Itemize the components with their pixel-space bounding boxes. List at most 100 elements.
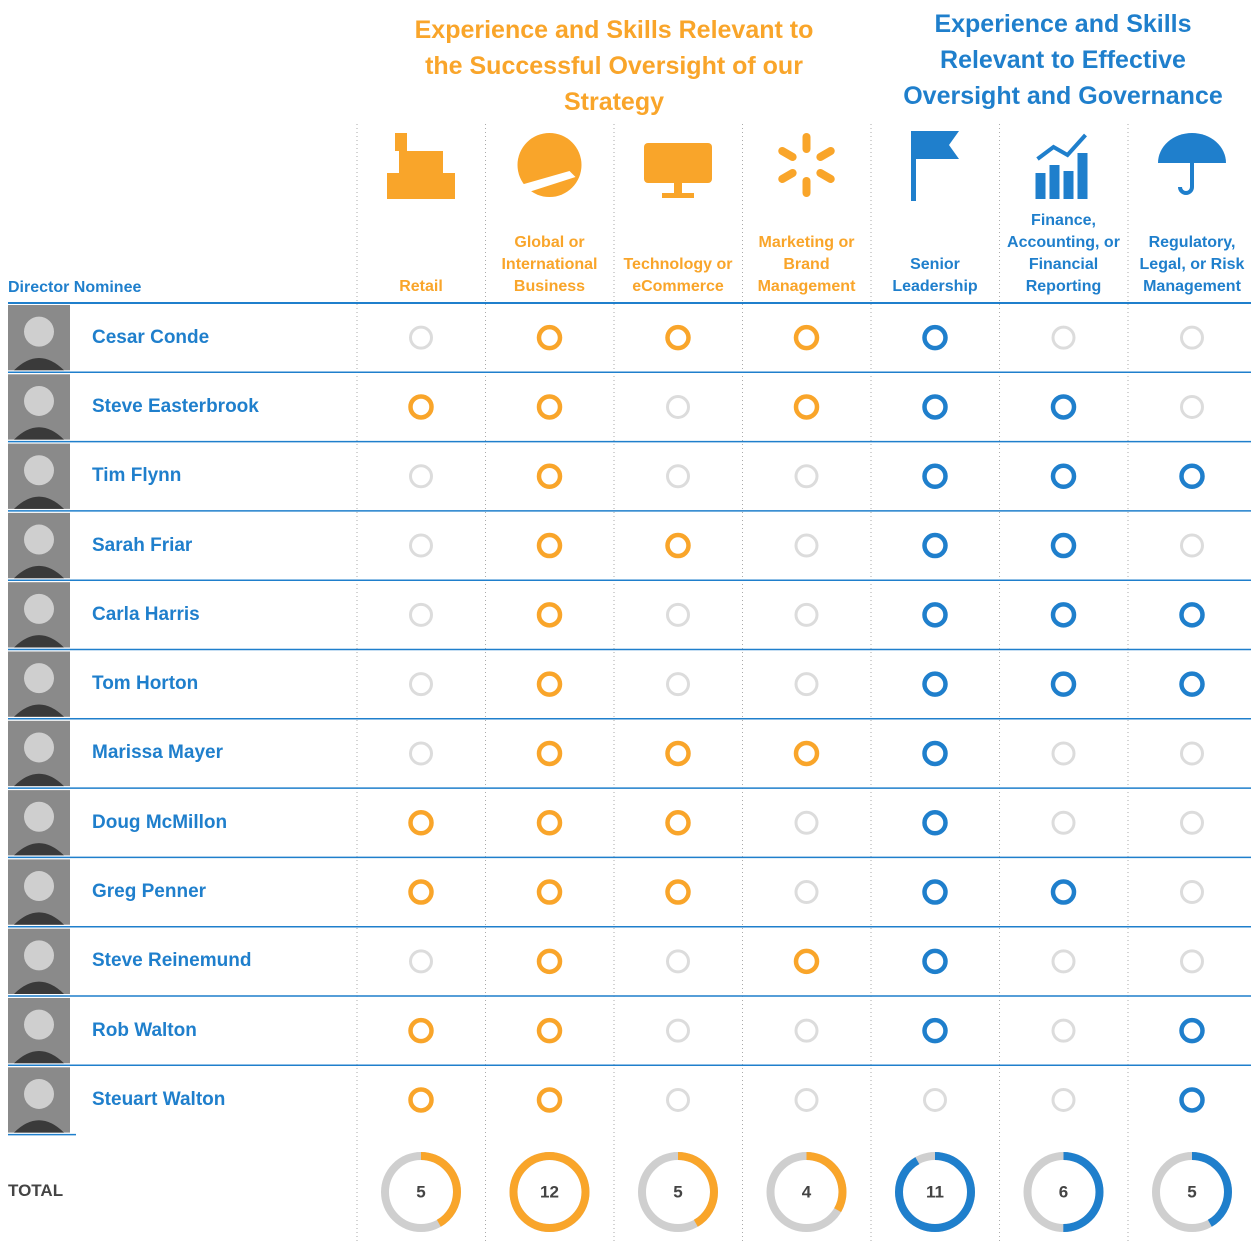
skill-indicator xyxy=(794,1018,819,1043)
column-label: Global or International Business xyxy=(501,234,598,295)
skill-indicator xyxy=(922,671,948,697)
photo-head xyxy=(24,524,54,555)
icon-part xyxy=(911,131,916,201)
skill-indicator xyxy=(1050,879,1077,905)
icon-part xyxy=(1036,133,1087,161)
skill-indicator xyxy=(666,1087,690,1112)
skill-indicator xyxy=(665,532,691,559)
photo-body xyxy=(14,1120,64,1133)
photo-head xyxy=(24,732,54,763)
row-header: Director Nominee xyxy=(8,279,142,296)
skill-indicator xyxy=(536,740,563,767)
skill-indicator xyxy=(794,880,819,905)
skill-indicator xyxy=(536,810,563,836)
skill-indicator xyxy=(793,394,820,420)
photo-head xyxy=(24,940,54,971)
photo-head xyxy=(24,385,54,416)
skill-indicator xyxy=(922,532,948,559)
group-title: Experience and Skills Relevant to Effect… xyxy=(903,10,1223,110)
icon-part xyxy=(802,133,811,153)
photo-body xyxy=(14,635,64,648)
skill-indicator xyxy=(536,602,563,628)
icon-part xyxy=(1178,163,1194,195)
donut-arc xyxy=(638,1152,718,1232)
skill-indicator xyxy=(536,879,563,905)
icon-part xyxy=(816,169,835,183)
icon-part xyxy=(816,147,835,161)
column-icon xyxy=(513,133,582,197)
icon-part xyxy=(1049,165,1060,199)
icon-part xyxy=(387,173,455,199)
skill-indicator xyxy=(536,532,563,559)
skill-indicator xyxy=(1180,741,1204,766)
total-value: 11 xyxy=(926,1182,944,1201)
skill-indicator xyxy=(793,948,820,975)
skill-indicator xyxy=(408,879,434,905)
skill-indicator xyxy=(1050,532,1077,559)
skill-indicator xyxy=(794,672,819,697)
skill-indicator xyxy=(536,948,563,975)
skill-indicator xyxy=(794,810,819,835)
skill-indicator xyxy=(1051,949,1076,974)
donut-arc xyxy=(509,1152,590,1232)
icon-part xyxy=(916,131,959,159)
skill-indicator xyxy=(536,671,563,697)
director-name: Tim Flynn xyxy=(92,465,182,487)
donut-arc xyxy=(895,1152,975,1232)
skill-indicator xyxy=(409,949,433,974)
skill-indicator xyxy=(922,463,948,489)
skill-indicator xyxy=(409,672,433,697)
skill-indicator xyxy=(922,810,948,836)
total-value: 5 xyxy=(416,1182,425,1201)
icon-part xyxy=(802,177,811,197)
skill-indicator xyxy=(408,810,434,836)
photo-head xyxy=(24,663,54,694)
skill-indicator xyxy=(922,602,948,628)
column-label: Technology or eCommerce xyxy=(623,256,733,295)
column-icon xyxy=(778,133,835,197)
donut-arc xyxy=(766,1152,847,1232)
skill-indicator xyxy=(1050,602,1077,628)
icon-part xyxy=(1063,171,1074,199)
skill-indicator xyxy=(1050,671,1077,697)
director-name: Tom Horton xyxy=(92,673,199,695)
icon-part xyxy=(778,169,797,183)
skill-indicator xyxy=(1050,394,1077,420)
skill-indicator xyxy=(536,1087,563,1113)
skill-indicator xyxy=(1179,463,1205,489)
skill-indicator xyxy=(922,740,948,767)
skill-indicator xyxy=(408,1087,434,1113)
group-title: Experience and Skills Relevant to the Su… xyxy=(414,16,814,116)
director-name: Doug McMillon xyxy=(92,811,228,833)
icon-part xyxy=(513,171,576,195)
skill-indicator xyxy=(1051,325,1076,350)
photo-head xyxy=(24,455,54,486)
photo-head xyxy=(24,316,54,347)
director-name: Steve Reinemund xyxy=(92,950,252,972)
donut-arc xyxy=(1023,1152,1104,1232)
skill-indicator xyxy=(536,1017,563,1044)
skill-indicator xyxy=(665,324,691,351)
photo-body xyxy=(14,1050,64,1064)
skill-indicator xyxy=(922,948,948,975)
icon-part xyxy=(399,151,443,173)
director-name: Sarah Friar xyxy=(92,534,193,556)
photo-body xyxy=(14,357,64,371)
skill-indicator xyxy=(1051,741,1076,766)
total-value: 4 xyxy=(802,1182,812,1201)
skill-indicator xyxy=(409,464,433,489)
skill-indicator xyxy=(536,324,563,351)
skill-indicator xyxy=(666,1018,690,1043)
skill-indicator xyxy=(666,394,690,419)
skill-indicator xyxy=(1180,810,1204,835)
skill-indicator xyxy=(922,879,948,905)
column-icon xyxy=(644,143,712,198)
skill-indicator xyxy=(794,464,819,489)
skill-indicator xyxy=(409,533,433,558)
skill-indicator xyxy=(665,740,691,767)
photo-body xyxy=(14,912,64,925)
photo-head xyxy=(24,1009,54,1040)
photo-head xyxy=(24,871,54,902)
director-name: Cesar Conde xyxy=(92,326,210,348)
